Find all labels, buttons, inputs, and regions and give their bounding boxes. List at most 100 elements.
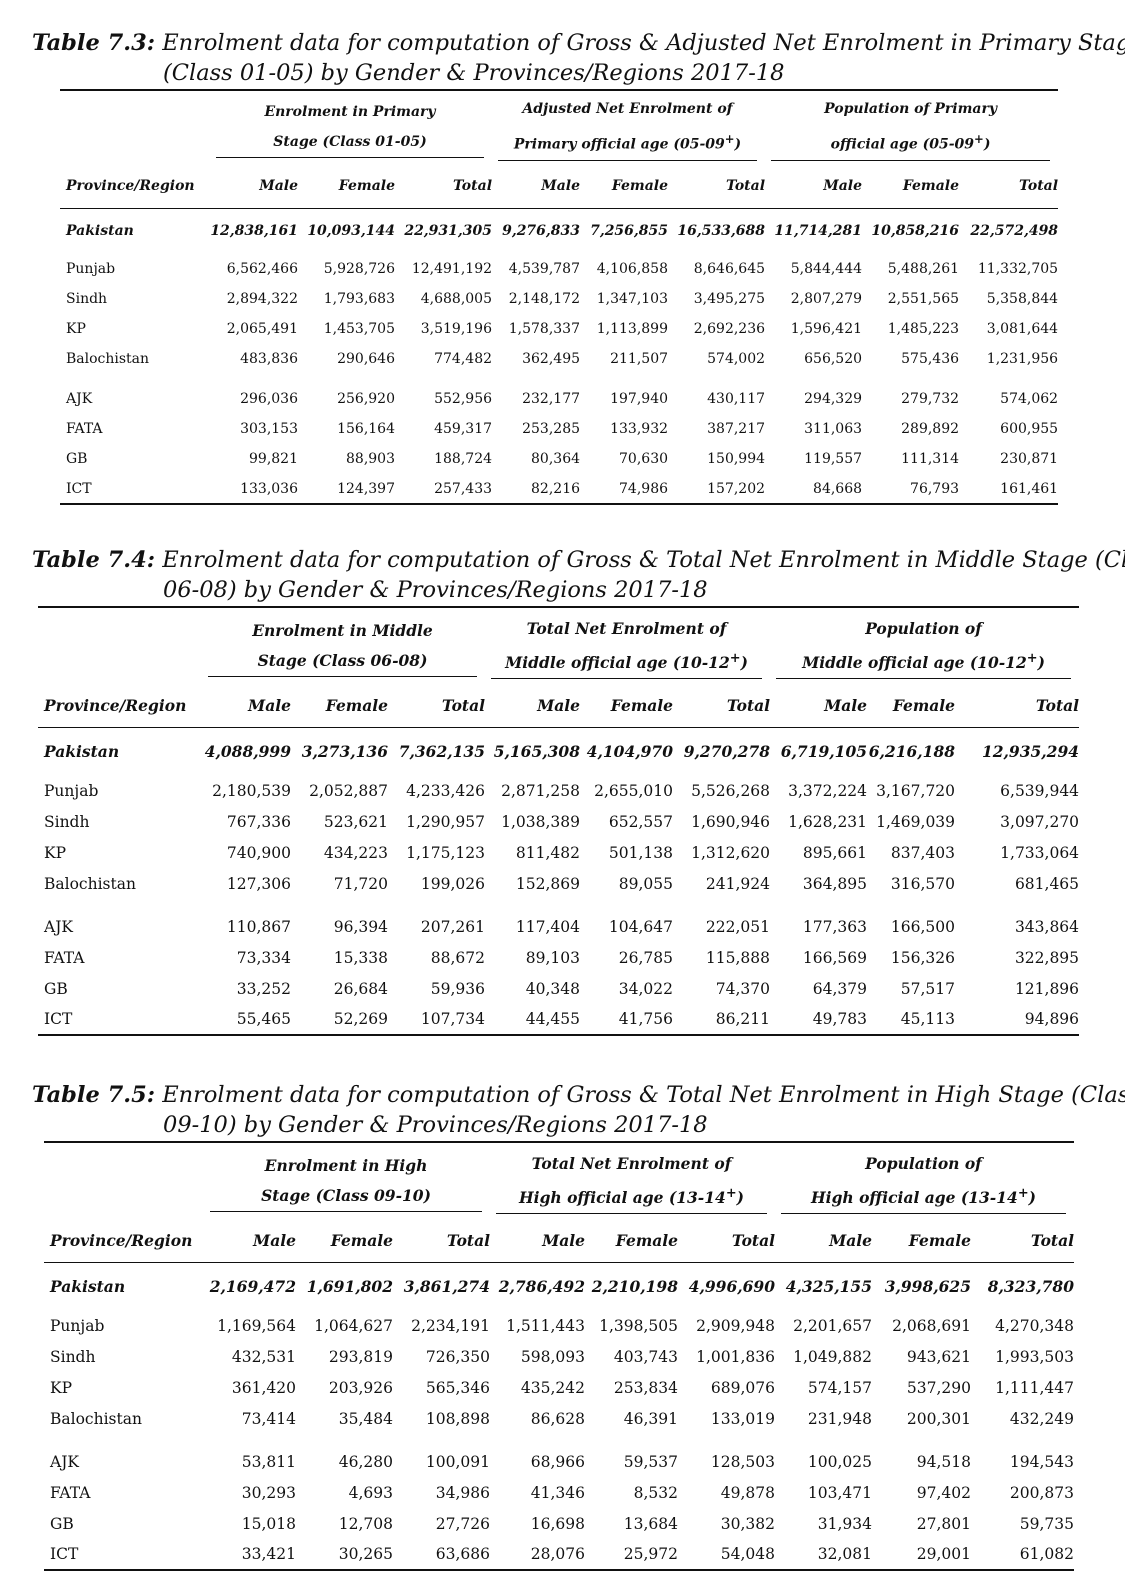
table-row: AJK 110,867 96,394 207,261 117,404 104,647 222… (38, 911, 1079, 942)
col-header: Female (892, 696, 956, 716)
value-cell: 133,019 (710, 1409, 776, 1428)
table-7-4: Enrolment in Middle Stage (Class 06-08) T… (38, 606, 1080, 1036)
value-cell: 2,180,539 (212, 781, 291, 800)
value-cell: 2,210,198 (591, 1276, 679, 1296)
value-cell: 1,290,957 (406, 812, 486, 831)
value-cell: 30,293 (241, 1483, 296, 1502)
table-row: FATA 303,153 156,164 459,317 253,285 133,932 3… (60, 414, 1058, 444)
value-cell: 1,347,103 (596, 291, 669, 307)
value-cell: 2,551,565 (887, 291, 960, 307)
col-header: Female (615, 1231, 679, 1251)
value-cell: 537,290 (906, 1378, 972, 1397)
value-cell: 241,924 (705, 874, 771, 893)
table-row: FATA 30,293 4,693 34,986 41,346 8,532 49,878 10… (44, 1477, 1074, 1508)
value-cell: 49,878 (720, 1483, 776, 1502)
table-title-line2: 06-08) by Gender & Provinces/Regions 201… (163, 577, 708, 603)
value-cell: 32,081 (817, 1545, 873, 1563)
col-header: Female (902, 177, 960, 194)
group-header-population: Population of High official age (13-14+) (775, 1142, 1074, 1220)
value-cell: 80,364 (531, 451, 581, 467)
region-cell: ICT (44, 1010, 73, 1028)
value-cell: 1,733,064 (1000, 843, 1080, 862)
value-cell: 71,720 (333, 874, 388, 893)
value-cell: 256,920 (337, 391, 395, 407)
value-cell: 434,223 (323, 843, 388, 862)
region-cell: AJK (50, 1452, 79, 1471)
value-cell: 94,896 (1024, 1010, 1080, 1028)
value-cell: 11,332,705 (977, 261, 1059, 277)
value-cell: 811,482 (515, 843, 581, 862)
value-cell: 9,276,833 (502, 223, 581, 240)
col-header: Male (829, 1231, 873, 1251)
value-cell: 127,306 (226, 874, 291, 893)
value-cell: 73,414 (241, 1409, 296, 1428)
value-cell: 45,113 (900, 1010, 956, 1028)
value-cell: 5,526,268 (691, 781, 771, 800)
group-header-population: Population of Primary official age (05-09… (765, 90, 1058, 164)
value-cell: 2,201,657 (793, 1316, 873, 1335)
value-cell: 86,211 (715, 1010, 771, 1028)
table-row: GB 15,018 12,708 27,726 16,698 13,684 30,382 31… (44, 1508, 1074, 1539)
value-cell: 52,269 (333, 1010, 388, 1028)
value-cell: 598,093 (520, 1347, 586, 1366)
value-cell: 290,646 (337, 351, 395, 367)
value-cell: 40,348 (525, 979, 581, 998)
value-cell: 46,280 (338, 1452, 393, 1471)
value-cell: 12,491,192 (411, 261, 493, 277)
table-label: Table 7.4: (32, 547, 156, 573)
value-cell: 2,807,279 (790, 291, 863, 307)
table-row: ICT 133,036 124,397 257,433 82,216 74,986 157,… (60, 474, 1058, 504)
value-cell: 76,793 (910, 480, 960, 497)
value-cell: 403,743 (613, 1347, 679, 1366)
value-cell: 108,898 (425, 1409, 491, 1428)
value-cell: 316,570 (890, 874, 956, 893)
value-cell: 656,520 (804, 351, 863, 367)
region-cell: ICT (50, 1545, 79, 1563)
col-header: Total (1019, 177, 1059, 194)
value-cell: 53,811 (241, 1452, 296, 1471)
value-cell: 4,106,858 (596, 261, 669, 277)
value-cell: 115,888 (705, 948, 771, 967)
region-cell: FATA (50, 1483, 91, 1502)
value-cell: 3,167,720 (876, 781, 956, 800)
value-cell: 27,726 (435, 1514, 491, 1533)
value-cell: 157,202 (707, 480, 766, 497)
value-cell: 1,049,882 (793, 1347, 873, 1366)
group-header-enrolment: Enrolment in High Stage (Class 09-10) (204, 1142, 490, 1220)
value-cell: 432,249 (1009, 1409, 1075, 1428)
table-label: Table 7.5: (32, 1082, 156, 1108)
value-cell: 1,113,899 (596, 321, 669, 337)
value-cell: 4,693 (348, 1483, 393, 1502)
value-cell: 767,336 (226, 812, 291, 831)
value-cell: 2,148,172 (508, 291, 581, 307)
group-header-enrolment: Enrolment in Primary Stage (Class 01-05) (210, 90, 492, 164)
col-header: Male (541, 177, 581, 194)
value-cell: 34,022 (618, 979, 674, 998)
value-cell: 89,103 (525, 948, 581, 967)
value-cell: 207,261 (420, 917, 486, 936)
value-cell: 3,097,270 (1000, 812, 1080, 831)
value-cell: 311,063 (804, 421, 863, 437)
column-header-row: Province/Region Male Female Total Male F… (44, 1220, 1075, 1262)
value-cell: 574,062 (1000, 391, 1059, 407)
table-caption: Table 7.3: Enrolment data for computatio… (32, 28, 1125, 86)
value-cell: 222,051 (705, 917, 771, 936)
value-cell: 303,153 (240, 421, 298, 437)
value-cell: 5,844,444 (790, 261, 863, 277)
value-cell: 88,672 (430, 948, 486, 967)
value-cell: 86,628 (530, 1409, 586, 1428)
value-cell: 231,948 (807, 1409, 873, 1428)
col-header: Female (908, 1231, 972, 1251)
col-header: Total (446, 1231, 491, 1251)
value-cell: 22,572,498 (970, 223, 1059, 240)
value-cell: 15,018 (241, 1514, 296, 1533)
value-cell: 1,511,443 (506, 1316, 586, 1335)
table-body: Pakistan 4,088,999 3,273,136 7,362,135 5,165… (38, 727, 1079, 1035)
value-cell: 3,861,274 (403, 1276, 491, 1296)
value-cell: 5,928,726 (323, 261, 395, 277)
value-cell: 2,786,492 (498, 1276, 586, 1296)
value-cell: 6,719,105 (780, 741, 868, 761)
value-cell: 7,362,135 (398, 741, 486, 761)
table-title-line1: Enrolment data for computation of Gross … (162, 547, 1125, 573)
value-cell: 11,714,281 (774, 223, 863, 240)
